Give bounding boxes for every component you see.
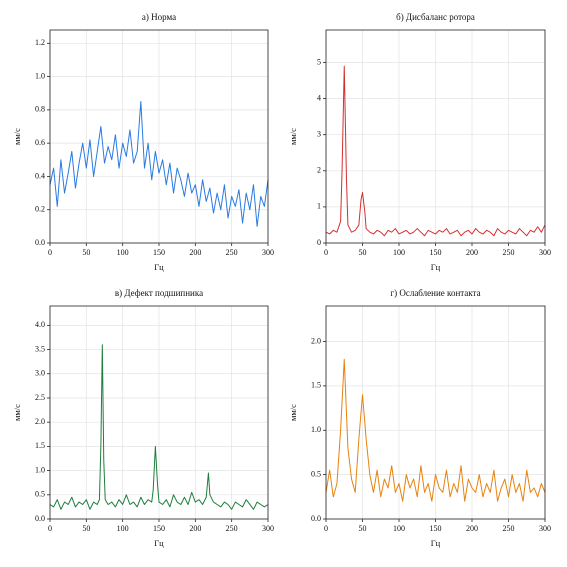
spectrum-line [325,65,546,237]
y-tick-label: 0.5 [311,469,321,478]
y-tick-label: 1.5 [35,441,45,450]
y-tick-label: 3 [317,130,321,139]
y-tick-label: 4.0 [35,320,45,329]
x-tick-label: 50 [82,524,90,533]
y-tick-label: 4 [317,93,321,102]
y-tick-label: 1.0 [35,465,45,474]
x-tick-label: 250 [503,524,515,533]
x-axis-label: Гц [431,538,441,548]
x-axis-label: Гц [431,262,441,272]
y-tick-label: 0 [317,238,321,247]
x-tick-label: 300 [539,524,551,533]
y-tick-label: 0.6 [35,138,45,147]
y-tick-label: 3.5 [35,344,45,353]
y-tick-label: 1.2 [35,38,45,47]
x-axis-label: Гц [154,538,164,548]
x-tick-label: 0 [48,248,52,257]
x-tick-label: 0 [324,248,328,257]
x-tick-label: 50 [359,524,367,533]
y-tick-label: 2.0 [311,336,321,345]
y-axis-label: мм/с [12,404,22,421]
plot-frame [325,29,546,244]
x-tick-label: 100 [393,248,405,257]
x-tick-label: 200 [466,248,478,257]
x-tick-label: 200 [189,524,201,533]
y-tick-label: 5 [317,57,321,66]
spectrum-line [49,101,269,227]
x-tick-label: 150 [430,248,442,257]
y-tick-label: 1.0 [35,71,45,80]
y-tick-label: 0.2 [35,205,45,214]
x-tick-label: 100 [393,524,405,533]
x-tick-label: 200 [466,524,478,533]
y-tick-label: 1.0 [311,425,321,434]
x-tick-label: 0 [324,524,328,533]
x-tick-label: 100 [117,248,129,257]
x-tick-label: 150 [153,248,165,257]
x-tick-label: 300 [262,248,274,257]
y-tick-label: 1 [317,202,321,211]
y-tick-label: 0.0 [311,514,321,523]
y-tick-label: 0.5 [35,490,45,499]
y-tick-label: 0.8 [35,105,45,114]
subplot-title: б) Дисбаланс ротора [396,12,475,22]
spectrum-line [325,358,546,502]
y-tick-label: 3.0 [35,369,45,378]
y-axis-label: мм/с [288,128,298,145]
subplot-title: в) Дефект подшипника [115,288,203,298]
x-tick-label: 150 [153,524,165,533]
y-tick-label: 0.0 [35,514,45,523]
x-tick-label: 250 [226,248,238,257]
y-tick-label: 2 [317,166,321,175]
y-tick-label: 2.0 [35,417,45,426]
y-tick-label: 2.5 [35,393,45,402]
x-tick-label: 300 [262,524,274,533]
x-tick-label: 200 [189,248,201,257]
y-axis-label: мм/с [288,404,298,421]
x-tick-label: 250 [503,248,515,257]
y-tick-label: 1.5 [311,381,321,390]
x-tick-label: 0 [48,524,52,533]
y-tick-label: 0.0 [35,238,45,247]
subplot-title: г) Ослабление контакта [390,288,480,298]
x-tick-label: 100 [117,524,129,533]
x-tick-label: 150 [430,524,442,533]
x-tick-label: 250 [226,524,238,533]
x-tick-label: 50 [82,248,90,257]
y-axis-label: мм/с [12,128,22,145]
x-axis-label: Гц [154,262,164,272]
subplot-title: а) Норма [142,12,176,22]
spectrum-line [49,344,269,510]
plot-frame [325,305,546,520]
x-tick-label: 300 [539,248,551,257]
plot-frame [49,305,269,520]
y-tick-label: 0.4 [35,171,45,180]
x-tick-label: 50 [359,248,367,257]
plot-frame [49,29,269,244]
